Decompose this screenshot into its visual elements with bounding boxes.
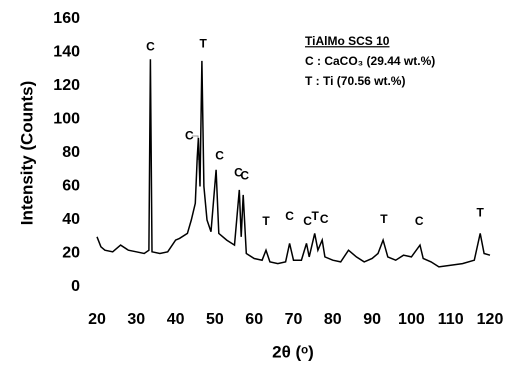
x-tick-label: 20 [88, 311, 106, 328]
x-tick-label: 100 [398, 311, 425, 328]
peak-label: C [303, 214, 312, 228]
peak-label: T [311, 209, 319, 223]
y-tick-label: 80 [62, 144, 80, 161]
x-tick-label: 30 [127, 311, 145, 328]
y-tick-label: 20 [62, 245, 80, 262]
peak-label: C [234, 165, 243, 179]
y-tick-label: 40 [62, 211, 80, 228]
y-tick-label: 0 [71, 278, 80, 295]
peak-label: T [380, 212, 388, 226]
peak-label: C [415, 214, 424, 228]
peak-label: T [262, 214, 270, 228]
peak-label: C [215, 149, 224, 163]
peak-label: C [146, 40, 155, 54]
x-tick-label: 110 [438, 311, 464, 328]
y-tick-label: 60 [62, 178, 80, 195]
x-tick-label: 90 [363, 311, 381, 328]
x-tick-label: 70 [285, 311, 303, 328]
x-tick-label: 40 [167, 311, 185, 328]
peak-label: C [240, 169, 249, 183]
data-line [96, 59, 491, 268]
y-tick-label: 140 [53, 44, 80, 61]
x-tick-label: 80 [324, 311, 342, 328]
y-tick-label: 100 [53, 111, 80, 128]
peak-label: T [199, 36, 207, 50]
y-axis-label: Intensity (Counts) [17, 81, 36, 226]
legend-entry: T : Ti (70.56 wt.%) [305, 74, 405, 88]
peak-label: C [285, 209, 294, 223]
peak-label: C [320, 212, 329, 226]
x-tick-label: 60 [245, 311, 263, 328]
x-tick-label: 50 [206, 311, 224, 328]
peak-label: C [185, 128, 194, 142]
legend-title: TiAlMo SCS 10 [305, 34, 390, 48]
x-axis-label: 2θ (ᵒ) [272, 342, 314, 361]
peak-label: T [477, 205, 485, 219]
legend-entry: C : CaCO₃ (29.44 wt.%) [305, 54, 435, 68]
y-tick-label: 160 [53, 10, 80, 27]
x-tick-label: 120 [477, 311, 504, 328]
y-tick-label: 120 [53, 77, 80, 94]
